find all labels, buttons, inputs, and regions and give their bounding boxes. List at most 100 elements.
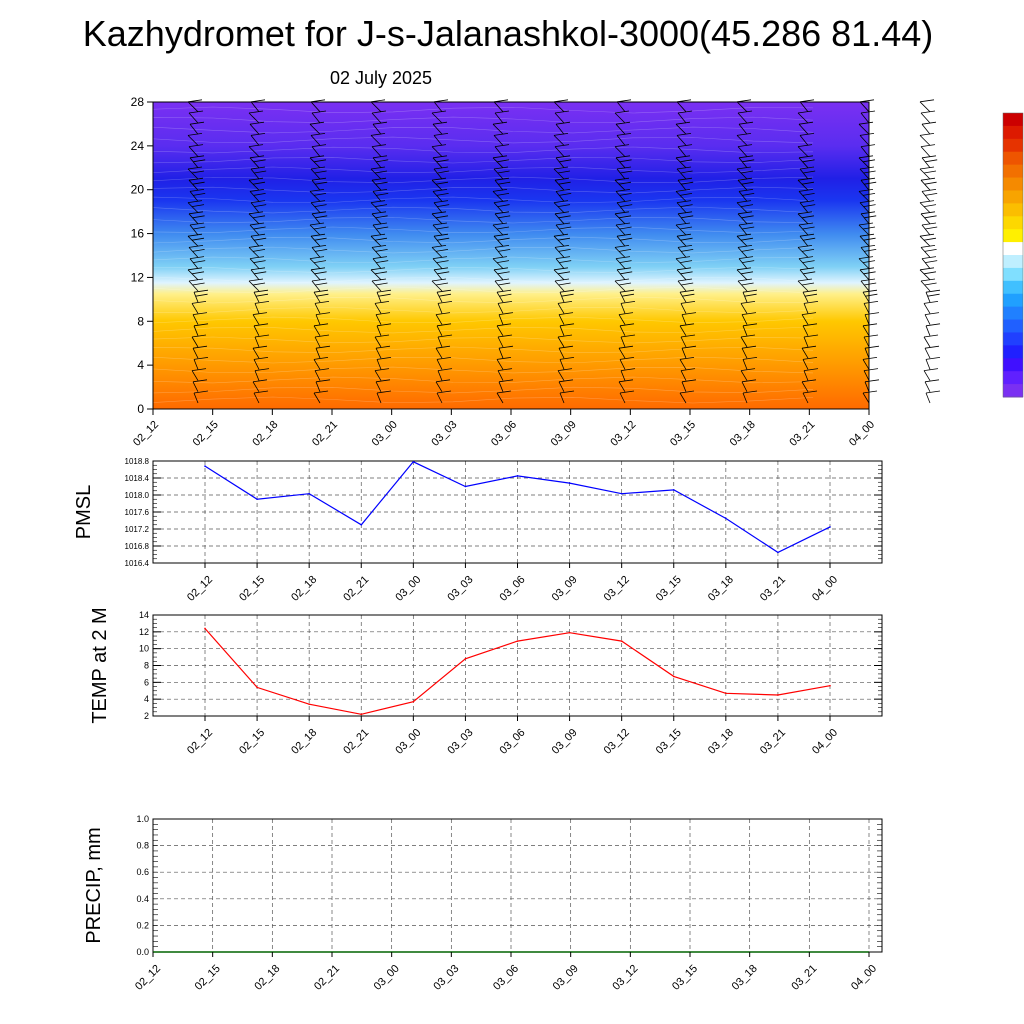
x-tick-label: 02_18 xyxy=(289,727,319,757)
contour-line xyxy=(152,346,814,354)
contour-line xyxy=(152,296,814,304)
wind-barb xyxy=(313,323,329,337)
wind-barb xyxy=(375,379,391,392)
wind-barb xyxy=(493,233,510,247)
data-point xyxy=(256,686,258,689)
wind-barb xyxy=(681,312,697,325)
wind-barb xyxy=(252,312,268,325)
wind-barb xyxy=(619,357,635,370)
wind-barb xyxy=(497,368,513,381)
y-axis-title: PRECIP, mm xyxy=(83,827,105,943)
y-tick-label: 8 xyxy=(137,314,144,328)
x-tick-label: 03_00 xyxy=(370,419,400,449)
wind-barb xyxy=(310,233,327,247)
wind-barb xyxy=(192,312,208,325)
wind-barb xyxy=(311,144,327,157)
wind-barb xyxy=(802,390,818,404)
wind-barb xyxy=(619,390,635,404)
contour-line xyxy=(152,306,814,314)
wind-barb xyxy=(370,166,388,180)
wind-barb xyxy=(736,233,754,247)
data-point xyxy=(464,657,467,660)
wind-barb xyxy=(859,99,875,113)
wind-barb xyxy=(375,312,391,325)
x-tick-label: 03_09 xyxy=(550,574,580,604)
contour-line xyxy=(152,286,814,294)
wind-barb xyxy=(798,189,815,202)
data-point xyxy=(204,627,206,630)
contour-line xyxy=(152,126,814,134)
y-tick-label: 14 xyxy=(139,610,149,620)
wind-barb xyxy=(923,334,939,348)
wind-barb xyxy=(742,323,758,336)
wind-barb xyxy=(803,368,819,381)
x-tick-label: 03_18 xyxy=(706,727,736,757)
wind-barb xyxy=(248,278,266,292)
wind-barb xyxy=(919,99,935,113)
x-tick-label: 02_12 xyxy=(185,574,215,604)
wind-barb xyxy=(614,110,630,124)
wind-barb xyxy=(249,189,266,202)
data-point xyxy=(725,517,727,520)
wind-barb xyxy=(188,144,204,157)
plot-frame xyxy=(152,818,883,953)
colorbar-swatch xyxy=(1003,293,1023,308)
wind-barb xyxy=(677,177,694,191)
y-tick-label: 1016.4 xyxy=(125,559,150,568)
wind-barb xyxy=(493,267,510,281)
wind-barb xyxy=(860,144,876,157)
data-point xyxy=(308,703,310,706)
wind-barb xyxy=(313,390,329,404)
wind-barb xyxy=(492,222,510,236)
contour-line xyxy=(152,396,814,404)
x-tick-label: 02_21 xyxy=(341,574,371,604)
wind-barb xyxy=(558,379,574,392)
wind-barb xyxy=(498,345,514,359)
x-tick-label: 03_21 xyxy=(758,727,788,757)
wind-barb xyxy=(433,133,449,146)
wind-barb xyxy=(372,155,389,169)
wind-barb xyxy=(801,379,817,393)
wind-barb xyxy=(311,110,327,124)
wind-barb xyxy=(254,301,270,314)
x-tick-label: 03_12 xyxy=(608,419,638,449)
colorbar-swatch xyxy=(1003,177,1023,191)
wind-barb xyxy=(860,245,877,258)
wind-barb xyxy=(249,121,265,135)
y-tick-label: 16 xyxy=(131,227,145,241)
y-tick-label: 0.0 xyxy=(136,947,149,957)
y-tick-label: 1.0 xyxy=(136,814,149,824)
wind-barb xyxy=(616,233,633,247)
x-tick-label: 03_21 xyxy=(758,574,788,604)
wind-barb xyxy=(310,267,327,281)
wind-barb xyxy=(620,334,636,348)
wind-barb xyxy=(315,379,331,392)
wind-barb xyxy=(553,133,569,146)
wind-barb xyxy=(920,278,937,292)
wind-barb xyxy=(376,357,392,370)
y-tick-label: 1018.8 xyxy=(125,457,150,466)
wind-barb xyxy=(248,144,264,157)
data-point xyxy=(672,675,675,678)
wind-barb xyxy=(310,200,327,213)
wind-barb xyxy=(559,390,575,404)
wind-barb xyxy=(742,390,758,404)
wind-barb xyxy=(494,211,511,225)
wind-barb xyxy=(554,211,571,225)
wind-barb xyxy=(924,379,940,392)
y-axis-title: PMSL xyxy=(73,485,95,539)
wind-barb xyxy=(494,177,511,191)
wind-barb xyxy=(187,200,205,213)
wind-barb xyxy=(797,110,813,124)
x-tick-label: 03_00 xyxy=(372,963,402,993)
wind-barb xyxy=(436,357,452,370)
wind-barb xyxy=(370,233,388,247)
wind-barb xyxy=(676,133,692,146)
wind-barb xyxy=(738,222,755,236)
wind-barb xyxy=(679,289,695,303)
wind-barb xyxy=(736,99,752,113)
wind-barb xyxy=(374,334,390,348)
colorbar-swatch xyxy=(1003,242,1023,256)
wind-barb xyxy=(863,301,879,314)
